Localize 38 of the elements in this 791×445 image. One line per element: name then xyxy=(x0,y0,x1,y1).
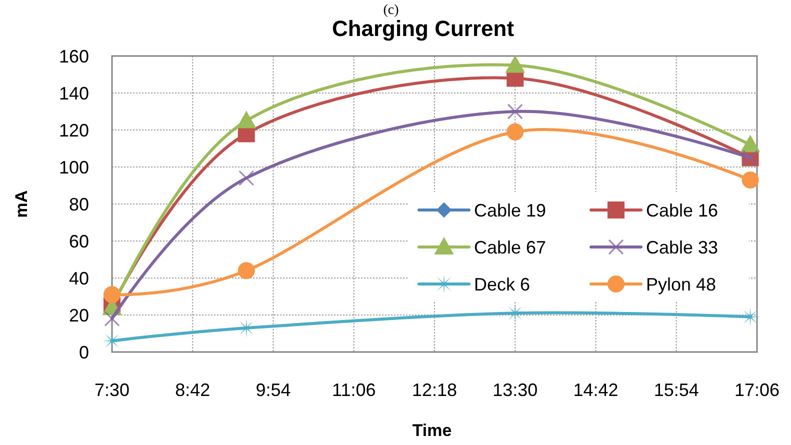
point xyxy=(740,135,760,152)
point xyxy=(104,286,120,304)
x-tick-label: 13:30 xyxy=(492,380,538,400)
x-tick-label: 11:06 xyxy=(332,380,376,400)
legend-label: Cable 16 xyxy=(646,200,718,220)
y-tick-label: 160 xyxy=(58,46,89,66)
point xyxy=(507,104,523,120)
legend-label: Cable 19 xyxy=(474,200,546,220)
x-tick-label: 8:42 xyxy=(175,380,210,400)
legend-label: Deck 6 xyxy=(474,274,530,294)
y-tick-label: 60 xyxy=(68,231,89,252)
chart-title: Charging Current xyxy=(332,16,515,41)
x-tick-label: 17:06 xyxy=(734,380,780,400)
y-tick-label: 40 xyxy=(68,268,89,288)
point xyxy=(236,111,256,128)
text: (c) xyxy=(383,3,400,18)
y-tick-label: 100 xyxy=(58,157,89,178)
x-tick-label: 9:54 xyxy=(256,380,291,400)
y-tick-label: 120 xyxy=(58,120,89,140)
y-tick-label: 80 xyxy=(68,194,89,214)
y-tick-label: 0 xyxy=(78,342,89,362)
x-tick-label: 14:42 xyxy=(573,380,618,400)
legend-label: Cable 33 xyxy=(646,237,718,258)
point xyxy=(104,310,120,326)
point xyxy=(238,262,255,280)
point xyxy=(238,170,254,186)
point xyxy=(742,171,759,188)
x-axis-title: Time xyxy=(412,421,452,440)
point xyxy=(506,123,524,140)
x-tick-label: 12:18 xyxy=(412,380,458,400)
x-tick-label: 7:30 xyxy=(94,380,130,400)
legend-label: Pylon 48 xyxy=(646,274,716,294)
x-tick-label: 15:54 xyxy=(654,380,699,400)
y-tick-label: 20 xyxy=(68,305,89,326)
y-tick-label: 140 xyxy=(58,83,89,104)
y-axis-title: mA xyxy=(12,190,31,218)
legend-label: Cable 67 xyxy=(474,237,546,258)
point xyxy=(506,56,525,73)
